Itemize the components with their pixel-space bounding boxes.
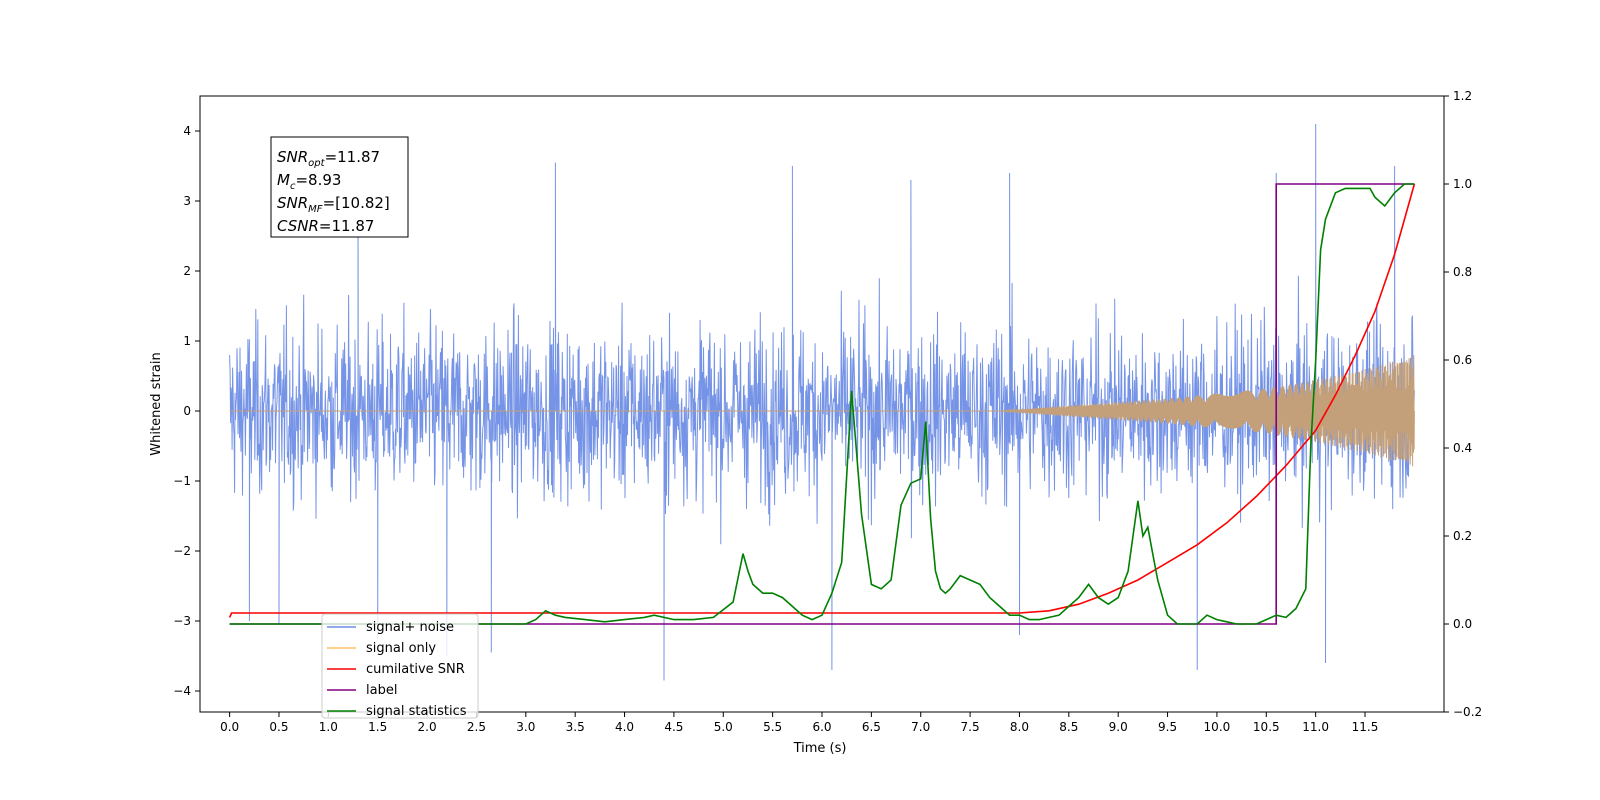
y-tick-label: 2 [183, 264, 191, 278]
x-tick-label: 3.0 [516, 720, 535, 734]
annotation-value: =11.87 [325, 148, 381, 166]
annotation-frame [270, 136, 409, 238]
legend-frame [321, 613, 479, 719]
legend-label: signal only [366, 641, 436, 656]
x-tick-label: 11.5 [1352, 720, 1379, 734]
x-tick-label: 3.5 [566, 720, 585, 734]
y-axis: 4 3 2 1 0 −1 −2 −3 −4 [173, 124, 200, 698]
x-tick-label: 7.0 [911, 720, 930, 734]
legend-label: signal+ noise [366, 620, 454, 635]
x-tick-label: 6.0 [812, 720, 831, 734]
x-tick-label: 8.0 [1010, 720, 1029, 734]
x-tick-label: 10.0 [1204, 720, 1231, 734]
annotation-line: SNRMF=[10.82] [277, 194, 390, 215]
annotation-symbol: M [277, 171, 290, 189]
x-tick-label: 1.0 [319, 720, 338, 734]
y-tick-label: 1 [183, 334, 191, 348]
annotation-value: =11.87 [319, 217, 375, 235]
series-line-3 [229, 183, 1415, 625]
legend-label: signal statistics [366, 704, 467, 719]
annotation-line: Mc=8.93 [277, 171, 341, 192]
x-tick-label: 4.5 [664, 720, 683, 734]
annotation-symbol: SNR [277, 148, 308, 166]
y-tick-label: 3 [183, 194, 191, 208]
annotation-subscript: MF [308, 204, 323, 215]
series-layer [228, 123, 1416, 681]
x-tick-label: 8.5 [1059, 720, 1078, 734]
annotation-box: SNRopt=11.87Mc=8.93SNRMF=[10.82]CSNR=11.… [270, 136, 409, 238]
x-tick-label: 0.5 [269, 720, 288, 734]
legend-label: label [366, 683, 397, 698]
y2-tick-label: 0.4 [1453, 441, 1472, 455]
y-tick-label: 0 [183, 404, 191, 418]
x-tick-label: 1.5 [368, 720, 387, 734]
x-tick-label: 7.5 [961, 720, 980, 734]
annotation-subscript: opt [308, 158, 325, 169]
annotation-line: CSNR=11.87 [277, 217, 374, 235]
x-tick-label: 0.0 [220, 720, 239, 734]
x-tick-label: 11.0 [1302, 720, 1329, 734]
x-tick-label: 4.0 [615, 720, 634, 734]
annotation-symbol: CSNR [277, 217, 319, 235]
y2-tick-label: −0.2 [1453, 705, 1482, 719]
x-tick-label: 9.0 [1109, 720, 1128, 734]
annotation-symbol: SNR [277, 194, 308, 212]
annotation-subscript: c [290, 181, 296, 192]
y2-tick-label: 1.0 [1453, 177, 1472, 191]
x-tick-label: 2.5 [467, 720, 486, 734]
y-tick-label: −4 [173, 684, 191, 698]
legend: signal+ noise signal only cumilative SNR la… [321, 613, 479, 719]
x-tick-label: 5.5 [763, 720, 782, 734]
series-line-4 [229, 183, 1415, 625]
legend-label: cumilative SNR [366, 662, 465, 677]
y-tick-label: −2 [173, 544, 191, 558]
y2-tick-label: 0.2 [1453, 529, 1472, 543]
x-tick-label: 5.0 [714, 720, 733, 734]
y-axis-label: Whitened strain [149, 352, 164, 455]
y2-tick-label: 0.6 [1453, 353, 1472, 367]
y2-tick-label: 0.8 [1453, 265, 1472, 279]
annotation-value: =8.93 [295, 171, 341, 189]
series-signal-only-line [229, 355, 1415, 467]
x-axis-label: Time (s) [793, 741, 847, 756]
annotation-line: SNRopt=11.87 [277, 148, 380, 169]
x-tick-label: 2.0 [418, 720, 437, 734]
y2-tick-label: 1.2 [1453, 89, 1472, 103]
x-tick-label: 6.5 [862, 720, 881, 734]
x-tick-label: 10.5 [1253, 720, 1280, 734]
x-tick-label: 9.5 [1158, 720, 1177, 734]
y-tick-label: 4 [183, 124, 191, 138]
x-axis: 0.0 0.5 1.0 1.5 2.0 2.5 3.0 3.5 4.0 4.5 5.0 5.5 6.0 6… [220, 712, 1378, 734]
annotation-value: =[10.82] [323, 194, 390, 212]
y2-tick-label: 0.0 [1453, 617, 1472, 631]
y-tick-label: −1 [173, 474, 191, 488]
y-tick-label: −3 [173, 614, 191, 628]
y2-axis: 1.2 1.0 0.8 0.6 0.4 0.2 0.0 −0.2 [1444, 89, 1482, 719]
series-line-2 [228, 183, 1416, 618]
